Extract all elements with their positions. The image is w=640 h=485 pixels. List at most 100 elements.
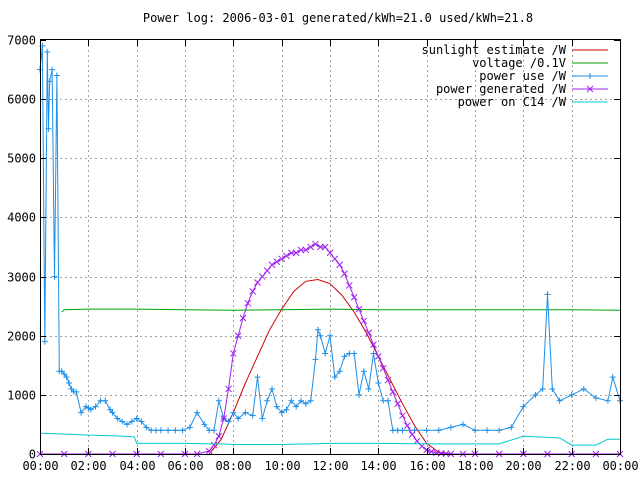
sunlight-estimate-w-line — [208, 278, 451, 455]
power-use-w-point — [138, 418, 145, 425]
power-use-w-point — [235, 415, 242, 422]
y-tick-label: 3000 — [7, 271, 36, 285]
power-generated-w-point — [258, 273, 266, 280]
y-tick-label: 2000 — [7, 330, 36, 344]
x-tick-label: 00:00 — [602, 459, 638, 473]
power-use-w-point — [230, 409, 237, 416]
power-use-w-point — [44, 48, 51, 55]
power-use-w-point — [307, 397, 314, 404]
legend-label: voltage /0.1V — [472, 56, 566, 70]
power-use-w-point — [592, 394, 599, 401]
power-use-w-point — [73, 388, 80, 395]
power-use-w-point — [283, 406, 290, 413]
power-use-w-point — [496, 427, 503, 434]
power-generated-w-point — [389, 388, 397, 396]
power-use-w-point — [53, 72, 60, 79]
power-generated-w-point — [292, 249, 300, 257]
legend-label: power on C14 /W — [458, 95, 567, 109]
power-use-w-point — [63, 374, 70, 381]
power-use-w-point — [179, 427, 186, 434]
power-use-w-point — [399, 427, 406, 434]
power-use-w-point — [124, 421, 130, 428]
power-use-w-point — [78, 409, 85, 416]
series-power-use-w — [37, 42, 623, 434]
y-tick-label: 5000 — [7, 152, 36, 166]
power-generated-w-point — [403, 422, 411, 429]
chart-title: Power log: 2006-03-01 generated/kWh=21.0… — [143, 11, 533, 25]
x-tick-label: 14:00 — [360, 459, 396, 473]
x-tick-label: 18:00 — [457, 459, 493, 473]
power-generated-w-point — [229, 350, 237, 357]
legend-label: sunlight estimate /W — [422, 43, 567, 57]
power-use-w-point — [312, 356, 319, 363]
power-use-w-point — [249, 412, 256, 419]
power-generated-w-point — [263, 267, 271, 275]
y-tick-label: 6000 — [7, 93, 36, 107]
power-use-w-point — [447, 424, 454, 431]
power-use-w-point — [278, 409, 285, 416]
power-generated-w-point — [365, 329, 373, 337]
power-generated-w-point — [350, 293, 358, 301]
power-use-w-point — [264, 397, 271, 404]
series-group — [36, 42, 624, 458]
power-generated-w-point — [316, 243, 324, 251]
power-generated-w-point — [423, 446, 431, 454]
series-power-on-c14-w — [39, 432, 620, 446]
legend-marker — [586, 85, 594, 93]
power-generated-w-point — [331, 255, 339, 263]
power-generated-w-point — [210, 441, 218, 449]
power-use-w-point — [544, 291, 551, 298]
power-use-w-point — [604, 397, 611, 404]
axes: 0 1000 2000 3000 4000 5000 6000 7000 00:00 02:00 0… — [7, 34, 638, 474]
plot-frame — [40, 39, 621, 455]
power-use-w-point — [423, 427, 430, 434]
power-use-w-point — [114, 415, 121, 422]
power-generated-w-point — [249, 288, 257, 295]
power-use-w-point — [269, 385, 275, 392]
power-use-w-point — [385, 397, 391, 404]
power-generated-w-point — [413, 437, 421, 445]
power-generated-w-point — [394, 400, 402, 408]
power-use-w-point — [327, 332, 333, 339]
power-use-w-point — [133, 415, 140, 422]
power-generated-w-point — [336, 261, 344, 269]
power-use-w-point — [119, 418, 126, 425]
power-generated-w-point — [312, 240, 319, 248]
power-use-w-point — [302, 400, 309, 407]
y-tick-label: 4000 — [7, 211, 36, 225]
power-use-w-point — [532, 391, 539, 398]
power-generated-w-point — [326, 249, 334, 257]
power-use-w-point — [298, 397, 304, 404]
power-generated-w-point — [220, 415, 228, 422]
x-tick-label: 06:00 — [167, 459, 203, 473]
power-generated-w-point — [374, 353, 382, 360]
power-use-w-point — [215, 397, 222, 404]
power-use-w-point — [128, 418, 135, 425]
power-generated-w-point — [268, 261, 276, 269]
series-sunlight-estimate-w — [208, 278, 451, 455]
power-generated-w-point — [215, 432, 223, 440]
power-use-w-point — [259, 415, 266, 422]
power-generated-w-point — [297, 246, 305, 254]
power-generated-w-point — [384, 376, 392, 384]
voltage-0-1v-line — [61, 308, 621, 313]
power-use-w-point — [157, 427, 164, 434]
power-use-w-point — [568, 391, 575, 398]
power-generated-w-point — [355, 305, 363, 313]
power-use-w-point — [317, 332, 324, 339]
power-use-w-point — [186, 424, 193, 431]
x-tick-label: 02:00 — [70, 459, 106, 473]
power-use-w-point — [273, 403, 280, 410]
power-use-w-point — [539, 385, 546, 392]
power-use-w-point — [254, 374, 261, 381]
power-generated-w-point — [370, 341, 377, 348]
power-generated-w-point — [408, 431, 416, 438]
power-generated-w-point — [287, 249, 295, 257]
legend-item-voltage-0-1v: voltage /0.1V — [472, 56, 608, 70]
power-generated-w-point — [234, 332, 242, 340]
y-tick-label: 0 — [29, 448, 36, 462]
legend-item-sunlight-estimate-w: sunlight estimate /W — [422, 43, 608, 57]
power-on-c14-w-line — [39, 432, 620, 446]
